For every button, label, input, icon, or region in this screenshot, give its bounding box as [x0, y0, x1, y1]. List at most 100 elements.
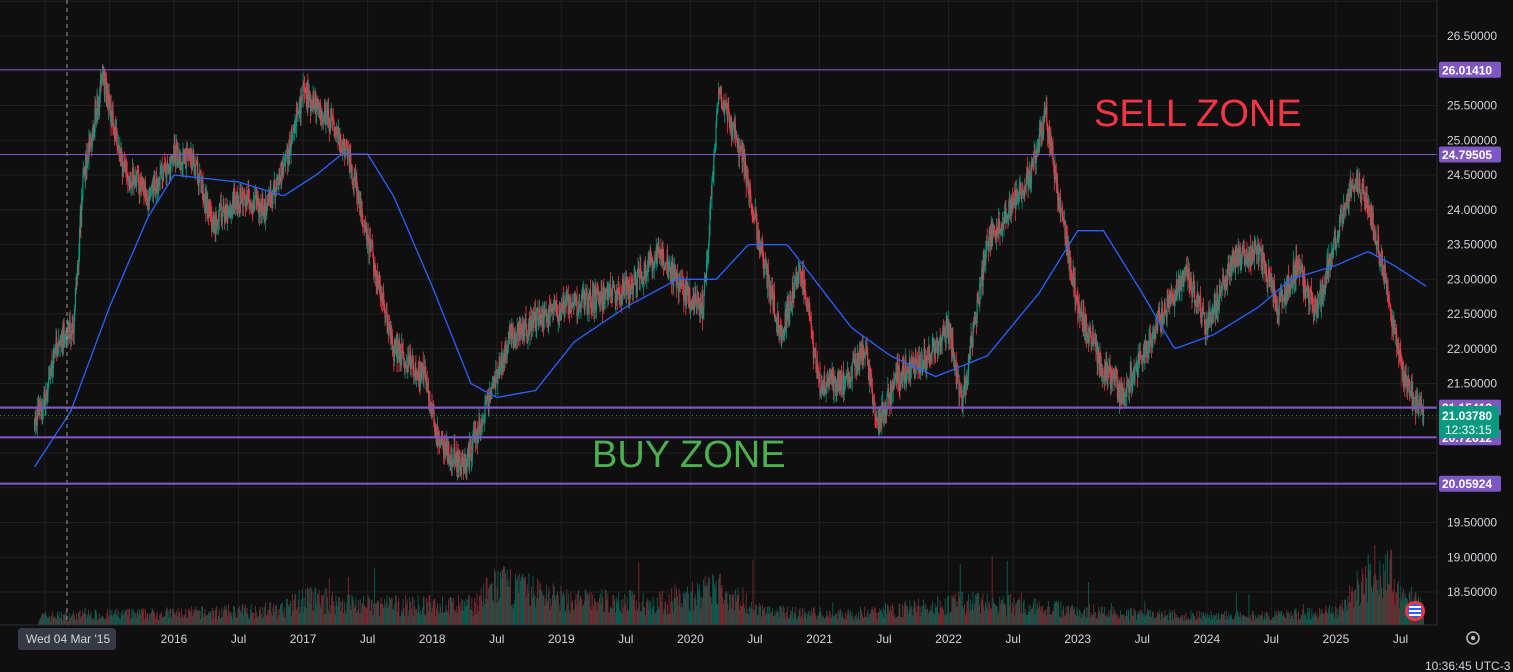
volume-bar	[899, 604, 901, 625]
candle-body	[74, 288, 77, 307]
candle-body	[538, 316, 540, 321]
volume-bar	[1067, 606, 1069, 625]
candle-body	[405, 365, 408, 368]
volume-bar	[129, 608, 130, 625]
volume-bar	[695, 599, 697, 625]
volume-bar	[864, 606, 866, 625]
candle-body	[645, 277, 647, 278]
candle-body	[650, 253, 652, 259]
candle-body	[585, 295, 587, 299]
volume-bar	[44, 613, 46, 625]
volume-bar	[275, 604, 277, 625]
candle-body	[1053, 161, 1055, 164]
candle-body	[146, 197, 148, 200]
volume-bar	[413, 598, 415, 625]
candle-body	[537, 308, 539, 321]
volume-bar	[1106, 613, 1108, 625]
volume-bar	[297, 599, 299, 625]
volume-bar	[922, 605, 923, 625]
volume-bar	[953, 595, 954, 625]
candle-body	[1014, 189, 1016, 209]
volume-bar	[544, 605, 546, 625]
candle-body	[763, 262, 765, 269]
volume-bar	[437, 611, 439, 625]
candle-body	[793, 283, 796, 298]
candle-body	[791, 282, 794, 304]
volume-bar	[1033, 598, 1035, 625]
candle-body	[122, 167, 124, 177]
volume-bar	[346, 602, 348, 625]
volume-bar	[288, 607, 290, 625]
candle-body	[267, 203, 269, 205]
candle-body	[477, 428, 479, 444]
volume-bar	[745, 593, 747, 625]
candle-body	[1006, 217, 1008, 224]
candle-body	[949, 324, 951, 341]
volume-bar	[807, 614, 808, 625]
candle-body	[563, 309, 565, 317]
volume-bar	[382, 604, 384, 625]
candle-body	[1118, 384, 1120, 402]
volume-bar	[304, 606, 306, 625]
candle-body	[488, 401, 490, 410]
volume-bar	[315, 588, 317, 625]
volume-bar	[1288, 613, 1290, 625]
candle-body	[241, 191, 243, 200]
volume-bar	[1156, 616, 1158, 625]
volume-bar	[1012, 607, 1014, 625]
volume-bar	[1021, 592, 1022, 625]
candle-body	[391, 336, 393, 350]
volume-bar	[912, 615, 913, 625]
volume-bar	[643, 607, 645, 625]
candle-body	[1039, 122, 1041, 128]
volume-bar	[716, 603, 718, 625]
candle-body	[134, 177, 136, 181]
candle-body	[1144, 347, 1146, 364]
candle-body	[209, 207, 211, 211]
candle-body	[559, 303, 561, 318]
volume-bar	[791, 611, 793, 625]
candle-body	[817, 370, 819, 372]
candle-body	[750, 207, 753, 214]
volume-bar	[1047, 606, 1048, 625]
candle-body	[908, 361, 910, 373]
candle-body	[705, 275, 707, 281]
volume-bar	[1239, 617, 1241, 625]
candle-body	[1017, 197, 1019, 199]
candle-body	[428, 389, 430, 401]
candle-body	[941, 335, 943, 342]
volume-bar	[365, 608, 367, 625]
candle-body	[640, 265, 642, 274]
candle-body	[1058, 192, 1060, 212]
volume-bar	[1305, 615, 1307, 625]
candle-body	[59, 345, 61, 347]
volume-bar	[374, 567, 375, 625]
volume-bar	[153, 610, 155, 625]
volume-bar	[1168, 612, 1170, 625]
candle-body	[456, 453, 458, 472]
volume-bar	[731, 596, 733, 625]
volume-bar	[166, 607, 168, 625]
volume-bar	[652, 596, 654, 625]
candle-body	[646, 270, 649, 273]
candle-body	[119, 148, 121, 151]
candle-body	[303, 86, 305, 92]
candle-body	[863, 348, 865, 356]
candle-body	[842, 372, 844, 389]
candle-body	[673, 268, 675, 275]
volume-bar	[1355, 589, 1356, 625]
volume-bar	[1339, 606, 1340, 625]
volume-bar	[358, 600, 360, 625]
volume-bar	[1232, 619, 1234, 625]
volume-bar	[651, 608, 653, 625]
candle-body	[1061, 209, 1063, 218]
candle-body	[409, 351, 411, 364]
candle-body	[191, 165, 193, 171]
volume-bar	[531, 597, 533, 625]
candle-body	[608, 286, 610, 288]
candle-body	[47, 383, 49, 394]
volume-bar	[406, 604, 407, 625]
volume-bar	[1046, 616, 1048, 625]
volume-bar	[1296, 613, 1298, 625]
